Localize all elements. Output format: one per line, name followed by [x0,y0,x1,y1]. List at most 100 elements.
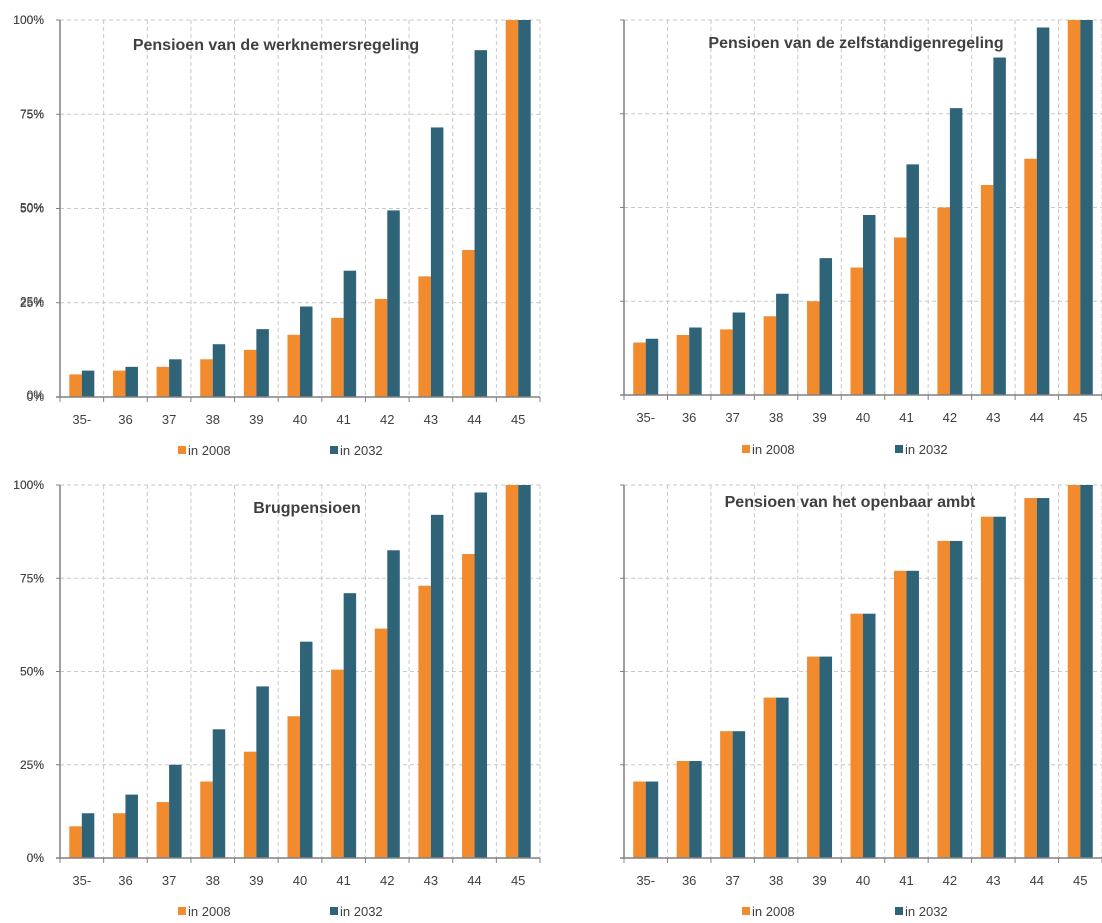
y-tick-label: 25% [20,296,44,310]
legend-label-2032: in 2032 [905,904,948,919]
x-tick-label: 43 [986,410,1000,425]
x-tick-label: 42 [943,873,957,888]
x-tick-label: 35- [72,412,91,427]
y-tick-label: 100% [13,478,44,492]
y-tick-label: 100% [13,13,44,27]
x-tick-label: 40 [856,410,870,425]
chart-panel-4: 0% 25% 50% 75% 100% 35- 36 37 38 39 40 41 42 43 44 45 Pe… [13,478,1102,919]
bar-2008 [1024,498,1037,858]
bar-2008 [937,540,950,858]
x-tick-label: 37 [725,873,739,888]
bar-2032 [645,781,659,858]
x-tick-label: 40 [856,873,870,888]
bar-2032 [343,270,357,397]
x-tick-label: 42 [943,410,957,425]
x-tick-label: 43 [424,873,438,888]
x-tick-label: 37 [162,412,176,427]
y-tick-label: 25% [20,294,44,308]
legend-swatch-2008 [742,907,750,915]
y-tick-label: 75% [20,571,44,585]
y-tick-label: 50% [20,665,44,679]
bar-2032 [518,485,531,858]
bar-2008 [112,370,126,397]
bar-2032 [1080,485,1093,858]
bar-2032 [819,258,833,395]
bar-2032 [689,327,702,395]
bar-2032 [81,813,95,858]
legend-label-2032: in 2032 [340,904,383,919]
x-tick-label: 39 [249,412,263,427]
x-tick-label: 41 [899,410,913,425]
bar-2032 [689,761,702,858]
chart-panel-1: 0% 25% 50% 75% 100% 35- 36 37 38 39 40 41 42 43 44 45 Pe… [13,13,541,458]
bar-2008 [156,366,170,397]
x-tick-label: 42 [380,412,394,427]
x-tick-label: 36 [682,873,696,888]
bar-2032 [949,540,963,858]
bar-2008 [1067,485,1081,858]
x-tick-label: 41 [899,873,913,888]
x-tick-label: 41 [336,873,350,888]
bar-2032 [169,764,182,858]
y-tick-label: 75% [20,107,44,121]
bar-2008 [676,761,690,858]
chart-title: Brugpensioen [253,500,361,517]
bar-2032 [1036,27,1050,395]
bar-2032 [906,164,919,395]
bar-2032 [212,729,226,858]
bar-2008 [112,813,126,858]
bar-2008 [243,751,257,858]
x-tick-label: 40 [293,412,307,427]
x-tick-label: 38 [205,873,219,888]
x-tick-label: 36 [118,873,132,888]
bar-2008 [763,697,777,858]
bar-2032 [212,344,226,397]
x-tick-label: 43 [424,412,438,427]
bar-2032 [125,794,138,858]
bar-2032 [387,550,400,858]
bar-2008 [287,334,300,397]
bar-2008 [69,826,82,858]
legend-swatch-2032 [330,446,338,454]
x-tick-label: 42 [380,873,394,888]
x-tick-label: 45 [1073,410,1087,425]
x-tick-label: 44 [467,873,481,888]
chart-panel-2: 0% 25% 50% 75% 100% 35- 36 37 38 39 40 41 42 43 44 45 Pe… [13,13,1102,457]
bar-2008 [807,656,820,858]
legend-label-2032: in 2032 [905,442,948,457]
bar-2032 [169,359,182,397]
bar-2008 [331,317,344,397]
bar-2008 [720,731,733,858]
x-tick-label: 37 [162,873,176,888]
x-tick-label: 36 [682,410,696,425]
chart-panel-3: 0% 25% 50% 75% 100% 35- 36 37 38 39 40 41 42 43 44 45 Br… [13,478,541,919]
bar-2008 [850,267,863,395]
y-tick-label: 75% [20,571,44,585]
y-tick-label: 50% [20,202,44,216]
bar-2008 [418,585,431,858]
y-tick-label: 75% [20,107,44,121]
bar-2008 [633,342,646,395]
y-tick-label: 25% [20,758,44,772]
legend-label-2008: in 2008 [752,904,795,919]
bar-2032 [387,210,400,397]
chart-title: Pensioen van het openbaar ambt [725,494,976,511]
bar-2032 [125,366,138,397]
bar-2008 [331,669,344,858]
bar-2032 [430,127,444,397]
x-tick-label: 45 [511,412,525,427]
x-tick-label: 41 [336,412,350,427]
bar-2032 [81,370,95,397]
legend-swatch-2032 [895,445,903,453]
bar-2008 [156,802,170,858]
bar-2008 [720,329,733,395]
bar-2032 [863,215,876,395]
y-tick-label: 25% [20,758,44,772]
x-tick-label: 44 [467,412,481,427]
legend-label-2008: in 2008 [188,904,231,919]
chart-title: Pensioen van de zelfstandigenregeling [708,35,1003,52]
bar-2008 [505,20,519,397]
y-tick-label: 0% [27,851,45,865]
bar-2008 [633,781,646,858]
x-tick-label: 44 [1030,873,1044,888]
